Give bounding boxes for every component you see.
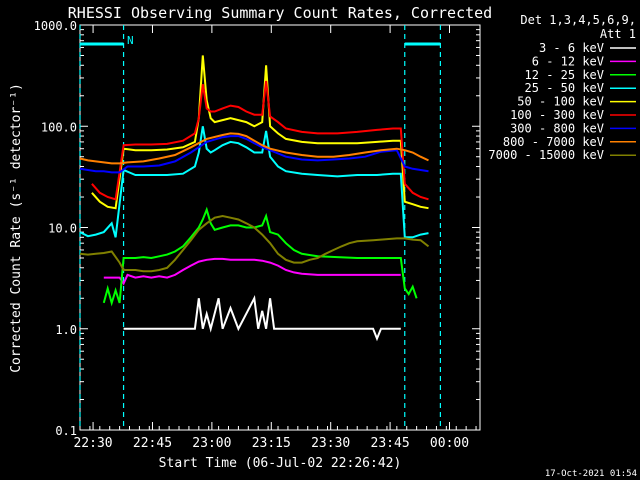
data-series: [79, 55, 430, 342]
x-axis-ticks: 22:30 22:45 23:00 23:15 23:30 23:45 00:00: [73, 25, 477, 451]
y-tick-label: 10.0: [48, 222, 77, 236]
series-line-8: [79, 132, 429, 165]
legend-label: 800 - 7000 keV: [503, 135, 604, 149]
series-line-6: [91, 80, 429, 201]
night-marker: N: [127, 34, 134, 47]
legend-label: 50 - 100 keV: [517, 95, 604, 109]
y-axis-ticks: 0.1 1.0 10.0 100.0 1000.0: [34, 19, 480, 438]
legend-label: 12 - 25 keV: [525, 68, 604, 82]
y-tick-label: 1000.0: [34, 19, 77, 33]
y-tick-label: 1.0: [55, 323, 77, 337]
series-line-1: [123, 295, 401, 342]
legend-header-line-1: Det 1,3,4,5,6,9,: [520, 13, 636, 27]
legend-label: 100 - 300 keV: [510, 108, 604, 122]
x-tick-label: 23:15: [252, 436, 291, 451]
series-line-4: [79, 126, 429, 239]
x-tick-label: 23:30: [311, 436, 350, 451]
x-axis-label: Start Time (06-Jul-02 22:26:42): [159, 456, 402, 471]
series-line-5: [91, 55, 429, 210]
plot-frame: [79, 24, 481, 431]
legend-label: 300 - 800 keV: [510, 121, 604, 135]
series-line-2: [103, 257, 401, 286]
x-tick-label: 22:30: [73, 436, 112, 451]
series-line-9: [79, 214, 430, 273]
series-line-7: [79, 135, 429, 174]
legend-label: 25 - 50 keV: [525, 81, 604, 95]
y-tick-label: 0.1: [55, 424, 77, 438]
legend-label: 6 - 12 keV: [532, 54, 604, 68]
x-tick-label: 00:00: [430, 436, 469, 451]
series-line-3: [102, 206, 418, 307]
legend-label: 7000 - 15000 keV: [488, 148, 604, 162]
legend-header-line-2: Att 1: [600, 27, 636, 41]
chart-title: RHESSI Observing Summary Count Rates, Co…: [68, 4, 492, 22]
y-tick-label: 100.0: [41, 120, 77, 134]
x-tick-label: 23:45: [371, 436, 410, 451]
x-tick-label: 22:45: [133, 436, 172, 451]
x-tick-label: 23:00: [192, 436, 231, 451]
y-axis-label: Corrected Count Rate (s⁻¹ detector⁻¹): [9, 83, 24, 373]
night-intervals: [79, 25, 441, 430]
legend-label: 3 - 6 keV: [539, 41, 604, 55]
timestamp: 17-Oct-2021 01:54: [545, 469, 637, 479]
